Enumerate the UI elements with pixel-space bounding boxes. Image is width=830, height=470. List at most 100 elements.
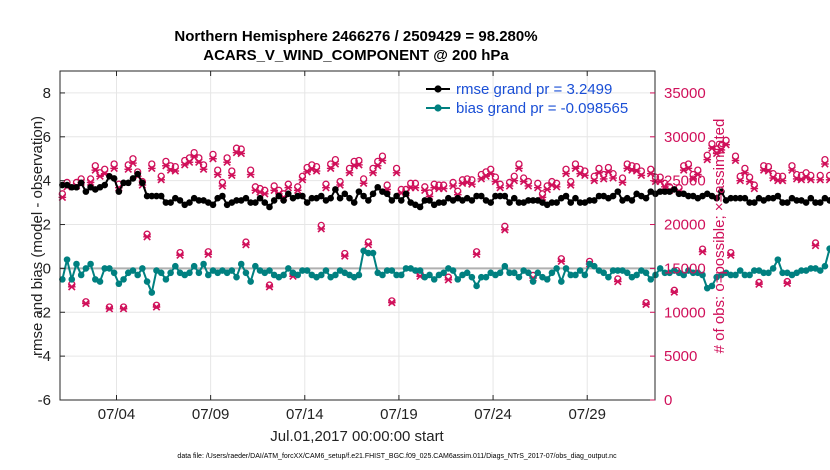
y-left-tick-label: 0 [43,260,51,277]
obs-possible-point [595,164,603,173]
bias-point [63,256,71,263]
bias-point [590,262,598,270]
bias-point [699,271,706,279]
bias-point [732,271,739,279]
obs-possible-point [228,167,236,175]
chart-title-line2: ACARS_V_WIND_COMPONENT @ 200 hPa [203,47,509,64]
rmse-point [506,199,513,206]
obs-assimilated-point [496,183,504,192]
bias-point [148,289,156,296]
obs-assimilated-point [199,165,208,174]
obs-possible-point [694,166,702,174]
bias-point [736,267,744,274]
obs-assimilated-point [726,251,735,260]
bias-point [661,269,669,277]
obs-assimilated-point [67,283,76,291]
bias-point [605,273,612,281]
rmse-point [426,197,433,204]
obs-assimilated-point [472,250,481,259]
obs-possible-point [510,172,518,180]
rmse-point [670,186,678,193]
bias-point [449,267,457,274]
y-axis-left-label: rmse and bias (model - observation) [29,116,46,356]
rmse-point [365,197,372,204]
y-axis-right-label: # of obs: o=possible; ×=assimilated [711,119,728,354]
rmse-point [73,183,80,191]
obs-possible-point [383,181,391,189]
rmse-point [350,199,358,206]
obs-assimilated-point [143,233,151,241]
obs-assimilated-point [129,159,137,167]
rmse-point [242,194,250,202]
rmse-point [572,194,579,202]
obs-possible-point [623,160,631,168]
obs-assimilated-point [599,175,608,183]
bias-point [365,249,372,257]
bias-point [553,265,560,272]
obs-assimilated-point [783,279,792,288]
rmse-point [525,197,532,204]
obs-assimilated-point [421,186,429,195]
obs-possible-point [670,286,678,294]
obs-possible-point [764,162,773,171]
bias-point [252,262,259,270]
rmse-point [478,192,485,200]
obs-assimilated-point [242,240,250,249]
obs-assimilated-point [703,155,712,164]
obs-assimilated-point [209,154,217,163]
rmse-point [802,199,810,206]
obs-possible-point [270,182,278,190]
rmse-point [270,197,278,204]
rmse-point [774,192,782,200]
bias-point [572,271,579,279]
obs-assimilated-point [646,169,655,178]
obs-assimilated-point [91,166,100,174]
bias-point [59,276,66,283]
obs-assimilated-point [105,304,114,313]
bias-point [190,262,198,270]
obs-possible-point [783,277,791,286]
rmse-point [299,192,306,200]
bias-point [614,267,622,274]
obs-assimilated-point [213,170,222,179]
rmse-point [143,192,151,200]
rmse-point [134,170,141,178]
bias-point [609,267,617,274]
obs-assimilated-point [176,251,184,260]
obs-assimilated-point [604,168,613,176]
obs-possible-point [110,160,118,168]
obs-assimilated-point [260,190,269,198]
obs-possible-point [755,278,763,287]
obs-assimilated-point [741,169,749,177]
obs-possible-point [378,152,387,160]
rmse-point [595,192,603,200]
obs-possible-point [491,173,500,181]
bias-point [727,271,735,279]
obs-possible-point [745,173,754,181]
obs-assimilated-point [698,247,707,256]
bias-point [769,265,777,272]
obs-assimilated-point [218,182,227,190]
obs-possible-point [388,297,396,305]
obs-possible-point [308,161,316,169]
rmse-point [148,192,156,200]
rmse-point [129,175,137,182]
bias-point [567,271,575,279]
rmse-point [59,181,66,189]
obs-assimilated-point [557,257,566,266]
rmse-point [435,199,443,206]
rmse-point [195,197,203,204]
obs-assimilated-point [642,300,650,309]
obs-assimilated-point [590,176,599,185]
bias-point [129,267,137,274]
obs-assimilated-point [355,161,363,169]
bias-point [68,276,76,283]
bias-point [242,269,250,277]
rmse-point [402,190,410,198]
rmse-point [661,188,669,195]
bias-point [647,276,655,283]
rmse-point [397,197,405,204]
obs-assimilated-point [369,169,377,177]
rmse-point [416,203,424,211]
bias-point [562,265,570,272]
